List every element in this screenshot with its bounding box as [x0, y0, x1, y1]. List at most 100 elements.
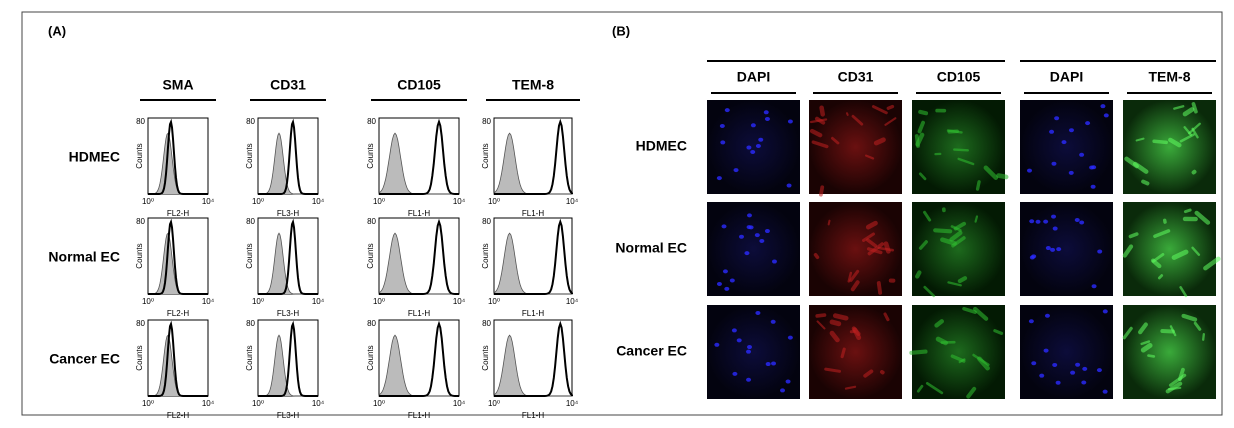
x-tick-label: 10⁰ [252, 297, 264, 306]
cell-stain [884, 117, 897, 126]
nucleus [1052, 362, 1058, 367]
nucleus [1081, 380, 1087, 385]
cell-stain [844, 385, 857, 390]
x-tick-label: 10⁴ [312, 297, 325, 306]
y-axis-label: Counts [135, 143, 144, 168]
cell-stain [974, 215, 979, 223]
nucleus [1100, 104, 1106, 109]
nucleus [764, 229, 770, 234]
marker-histogram [258, 218, 318, 295]
marker-histogram [148, 218, 208, 295]
x-axis-label: FL3-H [277, 411, 299, 420]
cell-stain [829, 330, 840, 343]
y-tick-label: 80 [246, 319, 255, 328]
cell-stain [851, 114, 864, 126]
nucleus [1029, 219, 1035, 224]
nucleus [744, 251, 750, 256]
column-header: CD31 [270, 77, 306, 93]
cell-stain [1169, 325, 1177, 337]
nucleus [755, 143, 761, 148]
cell-stain [1191, 102, 1198, 114]
x-axis-label: FL3-H [277, 309, 299, 318]
x-axis-label: FL1-H [408, 309, 430, 318]
cell-stain [1157, 274, 1164, 280]
cell-stain [934, 319, 944, 328]
cell-stain [865, 220, 878, 230]
cell-stain [1140, 340, 1151, 346]
cell-stain [918, 109, 929, 116]
x-tick-label: 10⁰ [142, 399, 154, 408]
x-tick-label: 10⁴ [312, 399, 325, 408]
x-axis-label: FL2-H [167, 209, 189, 218]
y-tick-label: 80 [246, 217, 255, 226]
nucleus [721, 224, 727, 229]
cell-stain [816, 320, 826, 330]
marker-histogram [148, 320, 208, 397]
marker-histogram [258, 118, 318, 195]
panel-label: (B) [612, 23, 630, 38]
x-tick-label: 10⁴ [453, 297, 466, 306]
row-label: HDMEC [636, 138, 687, 154]
x-tick-label: 10⁰ [488, 297, 500, 306]
marker-histogram [494, 320, 573, 397]
cell-stain [1188, 122, 1201, 135]
nucleus [1090, 184, 1096, 189]
cell-stain [1181, 313, 1198, 322]
cell-stain [813, 252, 820, 260]
nucleus [1096, 368, 1102, 373]
cell-stain [1147, 354, 1156, 358]
marker-histogram [494, 218, 573, 295]
cell-stain [867, 242, 885, 256]
cell-stain [1152, 139, 1168, 145]
cell-stain [983, 165, 999, 180]
nucleus [724, 108, 730, 113]
column-header: TEM-8 [512, 77, 554, 93]
cell-stain [946, 129, 963, 134]
y-axis-label: Counts [366, 345, 375, 370]
histogram-frame [147, 217, 209, 295]
cell-stain [977, 356, 990, 371]
cell-stain [950, 354, 966, 363]
nucleus [1097, 249, 1103, 254]
cell-stain [909, 349, 928, 355]
x-tick-label: 10⁴ [202, 197, 215, 206]
x-tick-label: 10⁰ [488, 197, 500, 206]
x-axis-label: FL3-H [277, 209, 299, 218]
nucleus [1044, 313, 1050, 318]
row-label: Cancer EC [49, 351, 120, 367]
nucleus [1070, 370, 1076, 375]
cell-stain [815, 313, 827, 318]
nucleus [1102, 389, 1108, 394]
nucleus [747, 345, 753, 350]
x-axis-label: FL1-H [408, 411, 430, 420]
x-tick-label: 10⁴ [566, 197, 579, 206]
nucleus [771, 259, 777, 264]
marker-histogram [379, 218, 459, 295]
y-tick-label: 80 [136, 117, 145, 126]
nucleus [780, 388, 786, 393]
y-axis-label: Counts [481, 143, 490, 168]
x-tick-label: 10⁰ [488, 399, 500, 408]
cell-stain [811, 140, 829, 149]
nucleus [731, 328, 737, 333]
y-tick-label: 80 [482, 117, 491, 126]
nucleus [758, 137, 764, 142]
cell-stain [840, 347, 846, 359]
y-axis-label: Counts [481, 243, 490, 268]
cell-stain [993, 329, 1004, 335]
cell-stain [873, 137, 886, 146]
nucleus [1051, 161, 1057, 166]
column-header: DAPI [737, 69, 770, 85]
nucleus [738, 234, 744, 239]
nucleus [786, 183, 792, 188]
nucleus [1068, 170, 1074, 175]
cell-stain [957, 276, 968, 284]
nucleus [759, 238, 765, 243]
cell-stain [1179, 133, 1195, 143]
x-tick-label: 10⁴ [566, 297, 579, 306]
nucleus [746, 213, 752, 218]
marker-histogram [494, 118, 573, 195]
micrograph [1123, 100, 1216, 194]
nucleus [733, 168, 739, 173]
x-tick-label: 10⁰ [373, 197, 385, 206]
